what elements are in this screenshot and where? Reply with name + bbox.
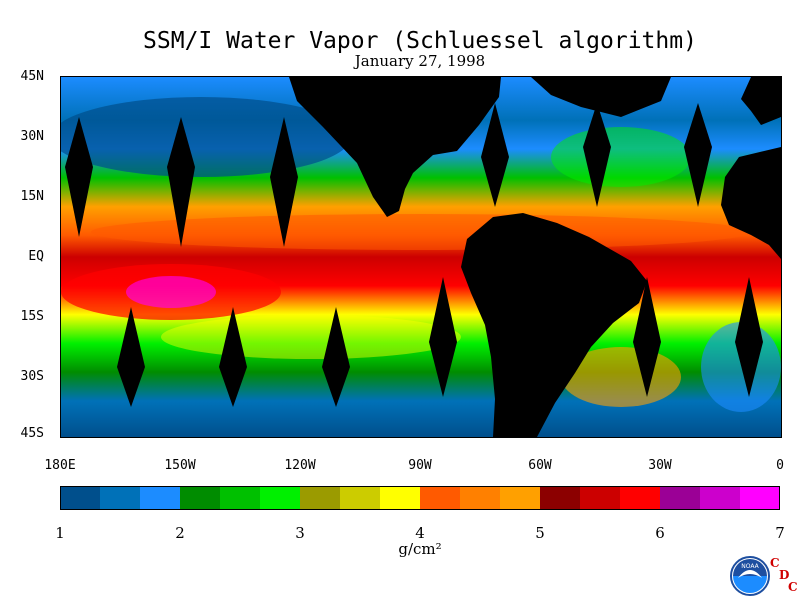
lon-label-180e: 180E xyxy=(44,458,76,473)
lat-label-30s: 30S xyxy=(20,369,44,384)
lon-label-30w: 30W xyxy=(648,458,672,473)
colorbar-swatch xyxy=(380,486,421,510)
greenland-landmass xyxy=(531,77,671,117)
atlantic-moist xyxy=(551,127,691,187)
europe-landmass xyxy=(741,77,781,125)
water-vapor-map xyxy=(60,76,782,438)
swath-gap xyxy=(583,103,611,207)
swath-gap xyxy=(735,277,763,397)
colorbar-tick-label: 1 xyxy=(55,524,65,542)
lat-label-45n: 45N xyxy=(20,69,44,84)
colorbar-tick-label: 6 xyxy=(655,524,665,542)
noaa-logo: NOAA xyxy=(730,556,770,596)
cdc-letter-c2: C xyxy=(788,580,798,594)
cdc-letter-d: D xyxy=(779,568,790,582)
chart-subtitle: January 27, 1998 xyxy=(354,52,486,70)
lat-label-15s: 15S xyxy=(20,309,44,324)
lat-label-eq: EQ xyxy=(28,249,44,264)
swath-gap xyxy=(684,103,712,207)
colorbar-swatch xyxy=(580,486,621,510)
lon-ticks xyxy=(61,437,781,438)
swath-gap xyxy=(322,307,350,407)
colorbar-swatch xyxy=(700,486,741,510)
swath-gap xyxy=(65,117,93,237)
colorbar-swatch xyxy=(100,486,141,510)
swath-gap xyxy=(481,103,509,207)
colorbar-swatch xyxy=(500,486,541,510)
colorbar-swatch xyxy=(660,486,701,510)
africa-landmass xyxy=(721,147,781,259)
lon-label-60w: 60W xyxy=(528,458,552,473)
swath-gap xyxy=(117,307,145,407)
colorbar-swatch xyxy=(180,486,221,510)
colorbar-tick-label: 4 xyxy=(415,524,425,542)
colorbar-swatch xyxy=(300,486,341,510)
noaa-logo-text: NOAA xyxy=(741,563,759,570)
colorbar-swatch xyxy=(460,486,501,510)
colorbar-tick-label: 2 xyxy=(175,524,185,542)
colorbar-swatch xyxy=(60,486,101,510)
south-pacific-band xyxy=(161,315,461,359)
lon-label-150w: 150W xyxy=(164,458,196,473)
swath-gap xyxy=(429,277,457,397)
lon-label-120w: 120W xyxy=(284,458,316,473)
colorbar-swatch xyxy=(540,486,581,510)
lat-label-30n: 30N xyxy=(20,129,44,144)
colorbar-swatch xyxy=(620,486,661,510)
colorbar-swatch xyxy=(260,486,301,510)
north-america-landmass xyxy=(289,77,501,217)
lat-label-15n: 15N xyxy=(20,189,44,204)
lon-label-0: 0 xyxy=(776,458,784,473)
cdc-letter-c1: C xyxy=(770,556,780,570)
colorbar-swatch xyxy=(340,486,381,510)
swath-gap xyxy=(270,117,298,247)
colorbar-tick-label: 3 xyxy=(295,524,305,542)
colorbar-frame xyxy=(60,486,780,510)
magenta-maximum xyxy=(126,276,216,308)
colorbar-swatch xyxy=(220,486,261,510)
swath-gap xyxy=(633,277,661,397)
colorbar-swatch xyxy=(140,486,181,510)
south-america-landmass xyxy=(461,213,647,437)
lat-label-45s: 45S xyxy=(20,426,44,441)
warm-pool-north xyxy=(91,214,751,250)
colorbar-units: g/cm² xyxy=(398,540,442,558)
swath-gap xyxy=(167,117,195,247)
colorbar-tick-label: 5 xyxy=(535,524,545,542)
lon-label-90w: 90W xyxy=(408,458,432,473)
colorbar xyxy=(60,486,780,510)
chart-title: SSM/I Water Vapor (Schluessel algorithm) xyxy=(143,28,697,54)
colorbar-tick-label: 7 xyxy=(775,524,785,542)
swath-gap xyxy=(219,307,247,407)
colorbar-swatch xyxy=(420,486,461,510)
colorbar-swatch xyxy=(740,486,780,510)
